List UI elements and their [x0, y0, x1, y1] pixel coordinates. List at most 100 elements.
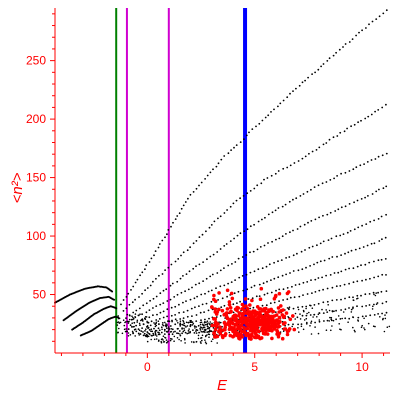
data-point: [187, 332, 190, 334]
data-point: [282, 167, 285, 170]
data-point: [192, 191, 195, 193]
data-point: [280, 259, 283, 261]
data-point: [381, 154, 384, 157]
data-point: [152, 314, 154, 317]
data-point: [333, 272, 336, 274]
data-point: [125, 307, 128, 310]
data-point: [353, 201, 355, 204]
data-point: [322, 288, 324, 291]
data-point: [310, 333, 313, 335]
data-point: [128, 328, 130, 330]
data-point: [326, 287, 329, 290]
highlight-point: [270, 328, 274, 333]
highlight-point: [266, 309, 271, 314]
data-point: [200, 326, 203, 329]
data-point: [208, 336, 210, 339]
red-points-layer: [210, 286, 297, 341]
data-point: [162, 302, 165, 304]
data-point: [178, 330, 181, 332]
highlight-point: [225, 288, 230, 293]
data-point: [360, 326, 363, 329]
data-point: [292, 270, 295, 272]
data-point: [140, 330, 143, 332]
data-point: [158, 243, 161, 245]
data-point: [329, 211, 332, 214]
data-point: [205, 302, 208, 305]
data-point: [274, 311, 277, 313]
data-point: [314, 291, 317, 293]
data-point: [332, 319, 335, 322]
highlight-point: [252, 335, 257, 340]
data-point: [366, 244, 369, 247]
data-point: [148, 316, 151, 319]
data-point: [265, 265, 268, 268]
highlight-point: [270, 314, 274, 319]
data-point: [381, 238, 383, 241]
data-point: [350, 249, 353, 252]
data-point: [309, 314, 312, 316]
data-point: [160, 326, 163, 329]
data-point: [249, 190, 252, 192]
data-point: [313, 314, 315, 316]
data-point: [139, 274, 142, 277]
data-point: [257, 268, 260, 271]
highlight-point: [212, 331, 217, 336]
data-point: [164, 269, 167, 271]
data-point: [278, 300, 280, 302]
data-point: [270, 291, 273, 294]
highlight-point: [264, 313, 269, 317]
data-point: [325, 142, 328, 144]
data-point: [146, 320, 148, 323]
highlight-point: [212, 317, 216, 321]
data-point: [306, 293, 309, 295]
data-point: [223, 267, 225, 269]
data-point: [258, 295, 261, 297]
data-point: [344, 252, 346, 255]
data-point: [215, 165, 218, 168]
data-point: [210, 224, 213, 226]
highlight-point: [279, 304, 283, 308]
data-point: [317, 332, 320, 335]
highlight-point: [237, 311, 242, 315]
data-point: [317, 68, 320, 71]
highlight-point: [251, 324, 256, 328]
data-point: [349, 230, 352, 232]
data-point: [262, 282, 265, 285]
data-point: [330, 316, 333, 319]
data-point: [273, 261, 275, 264]
highlight-point: [213, 327, 218, 332]
data-point: [335, 309, 337, 312]
data-point: [180, 254, 182, 257]
data-point: [317, 313, 320, 316]
data-point: [201, 328, 204, 330]
data-point: [382, 12, 385, 15]
data-point: [150, 338, 152, 341]
data-point: [159, 292, 162, 295]
highlight-point: [238, 328, 243, 332]
data-point: [169, 298, 172, 301]
data-point: [209, 255, 212, 258]
data-point: [302, 309, 305, 312]
data-point: [195, 326, 198, 328]
data-point: [227, 264, 230, 267]
data-point: [347, 251, 350, 254]
data-point: [295, 197, 298, 200]
data-point: [207, 333, 210, 336]
data-point: [372, 291, 375, 294]
data-point: [232, 311, 235, 314]
data-point: [336, 255, 338, 258]
data-point: [356, 265, 359, 268]
data-point: [183, 322, 186, 325]
data-point: [183, 329, 186, 332]
highlight-point: [275, 330, 280, 335]
data-point: [166, 327, 168, 330]
data-point: [340, 309, 342, 311]
data-point: [131, 326, 133, 328]
data-point: [286, 96, 289, 99]
data-point: [169, 339, 172, 342]
data-point: [297, 327, 299, 329]
highlight-point: [235, 333, 240, 338]
highlight-point: [257, 329, 261, 334]
highlight-point: [283, 321, 287, 325]
data-point: [155, 295, 158, 298]
